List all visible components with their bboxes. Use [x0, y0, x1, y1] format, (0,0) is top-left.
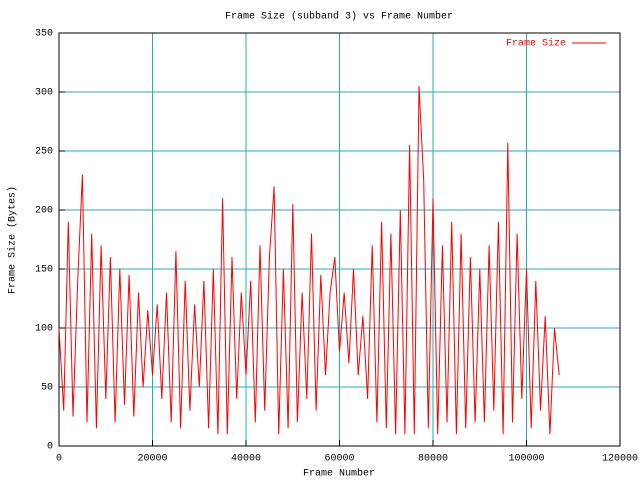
x-tick-label: 60000	[324, 454, 354, 465]
chart-title: Frame Size (subband 3) vs Frame Number	[225, 11, 453, 23]
y-tick-label: 350	[35, 29, 53, 40]
y-axis-label: Frame Size (Bytes)	[7, 186, 19, 294]
legend-label: Frame Size	[506, 38, 566, 50]
x-tick-label: 40000	[231, 454, 261, 465]
y-tick-label: 200	[35, 206, 53, 217]
y-tick-label: 250	[35, 147, 53, 158]
y-tick-label: 0	[47, 442, 53, 453]
y-tick-label: 50	[41, 383, 53, 394]
y-tick-label: 150	[35, 265, 53, 276]
y-tick-label: 300	[35, 88, 53, 99]
x-tick-label: 0	[56, 454, 62, 465]
y-tick-label: 100	[35, 324, 53, 335]
x-tick-label: 20000	[137, 454, 167, 465]
x-tick-label: 80000	[418, 454, 448, 465]
data-line	[58, 86, 560, 435]
x-tick-label: 100000	[508, 454, 544, 465]
plot-border	[58, 32, 621, 447]
x-axis-label: Frame Number	[303, 468, 375, 480]
x-tick-label: 120000	[602, 454, 638, 465]
